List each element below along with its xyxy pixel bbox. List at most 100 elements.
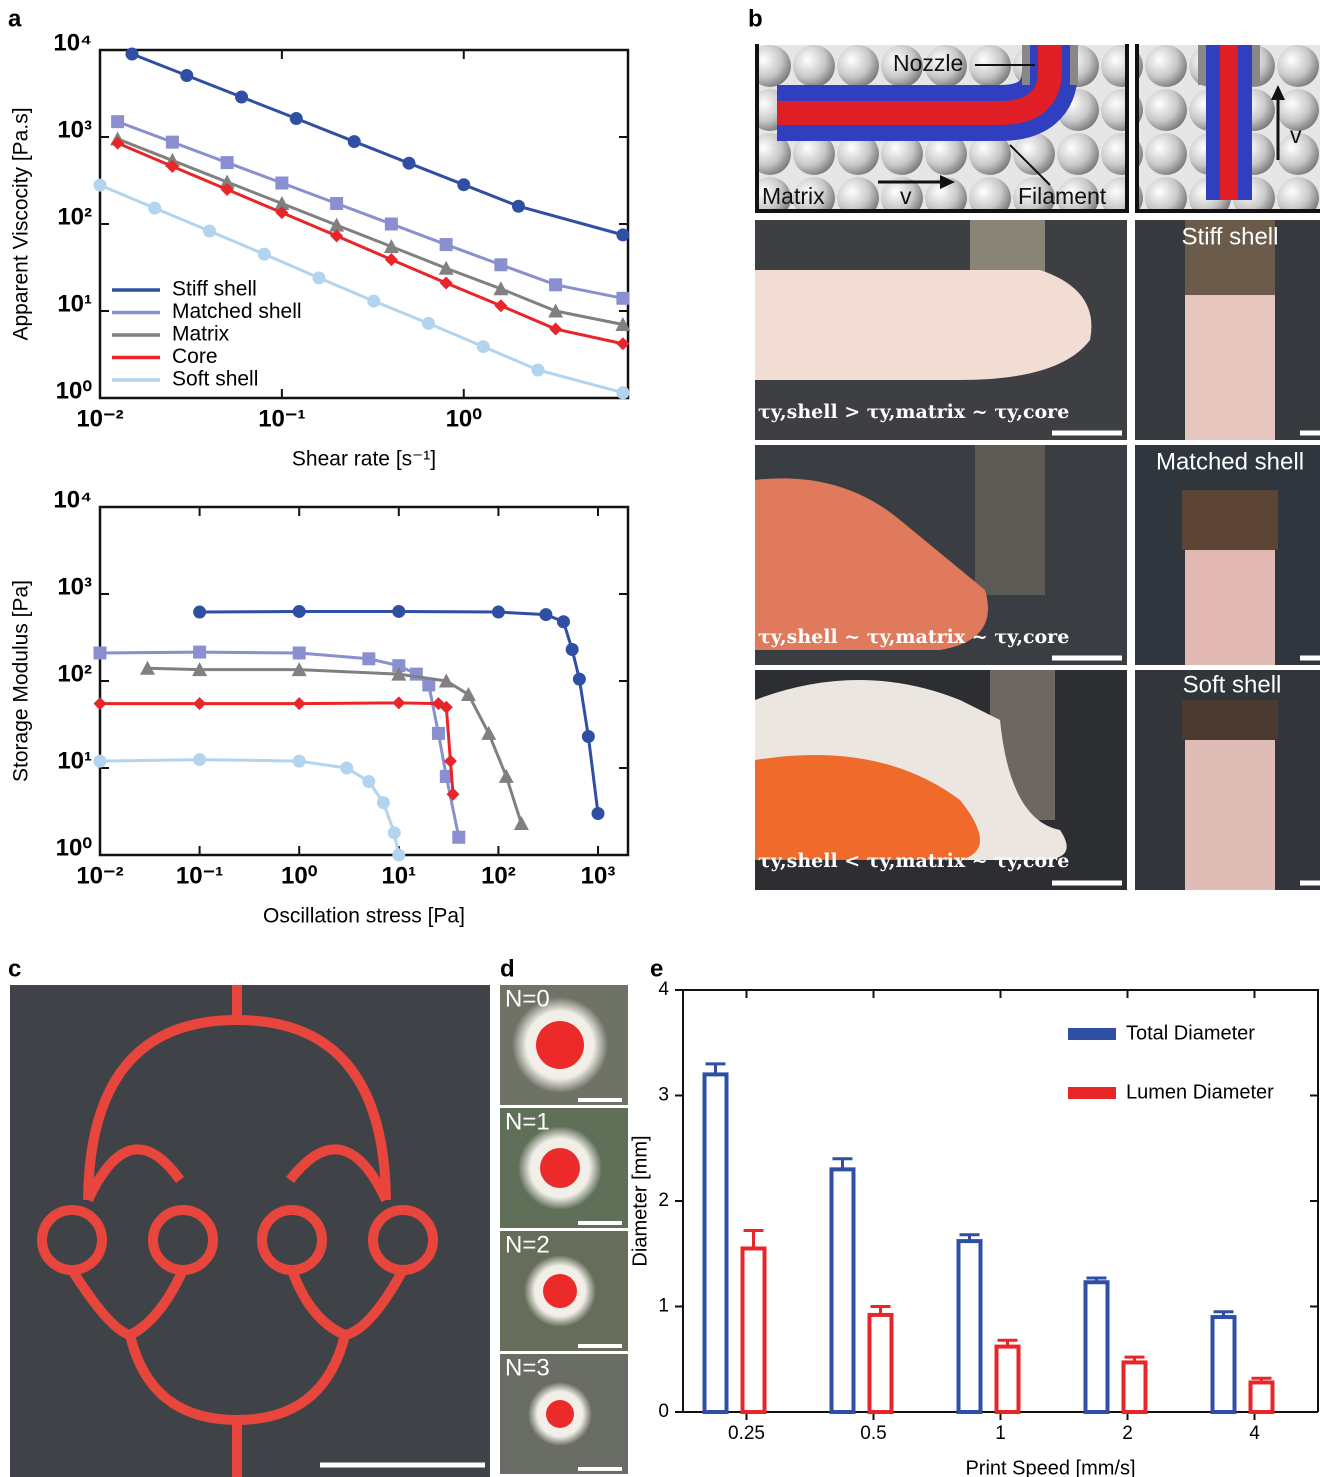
marker xyxy=(548,304,563,318)
error-bar xyxy=(744,1231,764,1249)
marker xyxy=(549,323,562,336)
view-label: Matched shell xyxy=(1156,448,1304,475)
bar xyxy=(1251,1382,1273,1412)
legend-swatch xyxy=(1068,1087,1116,1099)
marker xyxy=(392,605,405,618)
y-axis-label: Apparent Viscocity [Pa.s] xyxy=(10,107,33,340)
marker xyxy=(557,615,570,628)
marker xyxy=(94,179,107,192)
marker xyxy=(275,176,288,189)
y-axis-label: Diameter [mm] xyxy=(629,1135,651,1266)
y-tick-label: 10¹ xyxy=(57,290,92,317)
marker xyxy=(362,652,375,665)
filament-core xyxy=(1220,45,1238,200)
bar xyxy=(997,1347,1019,1412)
x-tick-label: 10⁻¹ xyxy=(258,405,305,432)
schematic-label: Matrix xyxy=(762,183,825,209)
marker xyxy=(367,295,380,308)
legend-label: Matched shell xyxy=(172,300,302,323)
marker xyxy=(166,136,179,149)
x-tick-label: 10² xyxy=(481,862,516,889)
marker xyxy=(514,816,529,830)
x-axis-label: Oscillation stress [Pa] xyxy=(263,905,465,928)
marker xyxy=(193,697,206,710)
marker xyxy=(494,299,507,312)
marker xyxy=(494,258,507,271)
marker xyxy=(461,687,476,701)
marker xyxy=(392,849,405,862)
x-tick-label: 2 xyxy=(1122,1423,1133,1444)
bar xyxy=(705,1074,727,1412)
schematic-label: v xyxy=(1290,122,1302,148)
marker xyxy=(385,218,398,231)
y-tick-label: 10⁰ xyxy=(56,377,93,404)
pass-label: N=2 xyxy=(505,1231,550,1258)
marker xyxy=(221,156,234,169)
marker xyxy=(293,755,306,768)
lumen xyxy=(536,1021,584,1069)
pass-label: N=3 xyxy=(505,1354,550,1381)
schematic-label: Filament xyxy=(1018,183,1107,209)
panel-label: a xyxy=(8,5,22,32)
y-tick-label: 4 xyxy=(658,979,669,1000)
y-tick-label: 10³ xyxy=(57,116,92,143)
marker xyxy=(126,47,139,60)
y-tick-label: 10⁴ xyxy=(53,29,92,56)
marker xyxy=(193,646,206,659)
marker xyxy=(539,608,552,621)
marker xyxy=(290,112,303,125)
x-tick-label: 0.25 xyxy=(728,1423,765,1444)
marker xyxy=(616,292,629,305)
marker xyxy=(203,225,216,238)
marker xyxy=(180,69,193,82)
photo xyxy=(10,985,490,1477)
y-tick-label: 1 xyxy=(658,1296,669,1317)
y-tick-label: 10⁰ xyxy=(56,834,93,861)
marker xyxy=(481,726,496,740)
legend-label: Total Diameter xyxy=(1126,1022,1255,1044)
view-label: Stiff shell xyxy=(1182,223,1279,250)
x-tick-label: 0.5 xyxy=(860,1423,886,1444)
y-axis-label: Storage Modulus [Pa] xyxy=(10,580,33,782)
filament xyxy=(1185,295,1275,440)
marker xyxy=(348,135,361,148)
marker xyxy=(392,696,405,709)
marker xyxy=(422,317,435,330)
view-label: Soft shell xyxy=(1183,671,1282,698)
marker xyxy=(457,178,470,191)
y-tick-label: 3 xyxy=(658,1085,669,1106)
panel-label: b xyxy=(748,5,763,32)
marker xyxy=(452,831,465,844)
y-tick-label: 10⁴ xyxy=(53,486,92,513)
bar xyxy=(959,1241,981,1412)
nozzle xyxy=(1182,490,1278,550)
marker xyxy=(512,200,525,213)
lumen xyxy=(540,1148,580,1188)
x-axis-label: Print Speed [mm/s] xyxy=(965,1457,1135,1477)
series-line xyxy=(200,611,598,813)
legend-label: Soft shell xyxy=(172,368,258,391)
marker xyxy=(531,363,544,376)
photos: τy,shell > τy,matrix ~ τy,core τy,shell … xyxy=(755,220,1320,890)
legend-swatch xyxy=(1068,1028,1116,1040)
marker xyxy=(492,606,505,619)
marker xyxy=(440,276,453,289)
y-tick-label: 10² xyxy=(57,203,92,230)
pass-label: N=1 xyxy=(505,1108,550,1135)
series-line xyxy=(100,760,399,855)
figure: a b c d e Nozzle Matrix v Filament v xyxy=(0,0,1320,1477)
marker xyxy=(330,197,343,210)
marker xyxy=(193,606,206,619)
marker xyxy=(403,157,416,170)
marker xyxy=(293,646,306,659)
filament xyxy=(1185,550,1275,665)
marker xyxy=(94,755,107,768)
network-photo xyxy=(10,985,490,1477)
marker xyxy=(432,727,445,740)
lumen xyxy=(546,1400,574,1428)
marker xyxy=(388,826,401,839)
pass-label: N=0 xyxy=(505,985,550,1012)
bar xyxy=(1086,1282,1108,1412)
y-tick-label: 0 xyxy=(658,1401,669,1422)
panel-label: d xyxy=(500,955,515,982)
